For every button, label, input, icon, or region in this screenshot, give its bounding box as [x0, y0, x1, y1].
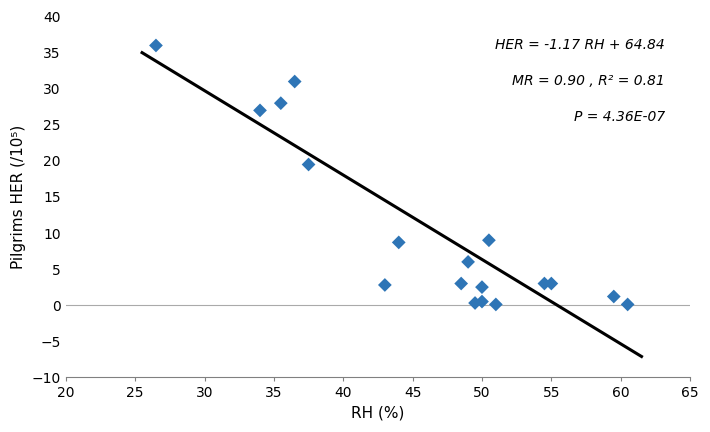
- Point: [379, 282, 391, 289]
- Point: [476, 298, 488, 305]
- Point: [462, 258, 474, 265]
- Point: [456, 280, 467, 287]
- Point: [289, 78, 300, 85]
- Point: [469, 299, 481, 306]
- Point: [622, 301, 633, 308]
- X-axis label: RH (%): RH (%): [351, 406, 405, 421]
- Point: [539, 280, 550, 287]
- Text: HER = -1.17 RH + 64.84: HER = -1.17 RH + 64.84: [496, 38, 665, 52]
- Point: [303, 161, 315, 168]
- Y-axis label: Pilgrims HER (/10⁵): Pilgrims HER (/10⁵): [11, 125, 26, 269]
- Point: [490, 301, 501, 308]
- Point: [546, 280, 557, 287]
- Text: P = 4.36E-07: P = 4.36E-07: [574, 111, 665, 124]
- Point: [254, 107, 266, 114]
- Point: [608, 293, 619, 300]
- Point: [151, 42, 162, 49]
- Point: [393, 239, 405, 246]
- Point: [476, 284, 488, 291]
- Text: MR = 0.90 , R² = 0.81: MR = 0.90 , R² = 0.81: [513, 74, 665, 88]
- Point: [484, 237, 495, 244]
- Point: [275, 100, 287, 107]
